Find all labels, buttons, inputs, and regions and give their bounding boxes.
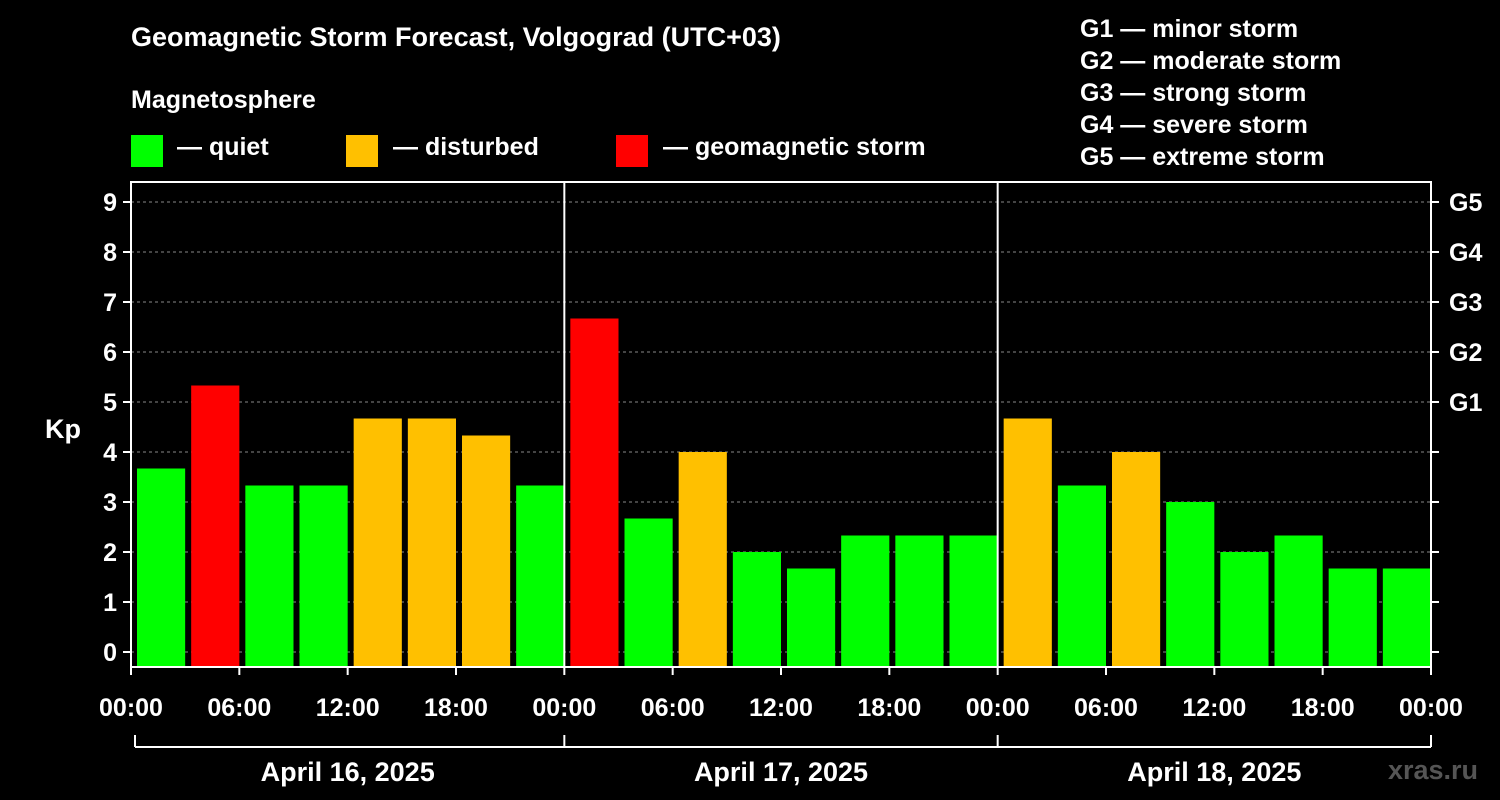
- xtick-label-9: 06:00: [1074, 694, 1138, 722]
- bar-5: [407, 418, 456, 667]
- bar-0: [137, 468, 186, 667]
- y-axis-label: Kp: [45, 414, 81, 444]
- bar-8: [570, 318, 619, 667]
- bar-2: [245, 485, 294, 667]
- xtick-label-1: 06:00: [207, 694, 271, 722]
- ytick-label-5: 5: [103, 389, 117, 417]
- bar-9: [624, 518, 673, 667]
- xtick-label-2: 12:00: [316, 694, 380, 722]
- legend-label-storm: — geomagnetic storm: [663, 133, 926, 161]
- g-legend-g2: G2 — moderate storm: [1080, 47, 1342, 75]
- g-legend-g1: G1 — minor storm: [1080, 15, 1299, 43]
- g-legend-g4: G4 — severe storm: [1080, 111, 1308, 139]
- right-tick-label-g1: G1: [1449, 389, 1482, 417]
- day-label-1: April 17, 2025: [694, 757, 868, 787]
- bar-23: [1382, 568, 1431, 667]
- xtick-label-0: 00:00: [99, 694, 163, 722]
- xtick-label-7: 18:00: [857, 694, 921, 722]
- xtick-label-11: 18:00: [1291, 694, 1355, 722]
- magnetosphere-title: Magnetosphere: [131, 86, 316, 114]
- bar-12: [787, 568, 836, 667]
- legend-swatch-disturbed: [346, 135, 378, 167]
- xtick-label-10: 12:00: [1182, 694, 1246, 722]
- bar-10: [678, 452, 727, 667]
- ytick-label-1: 1: [103, 589, 117, 617]
- watermark: xras.ru: [1387, 755, 1478, 785]
- g-legend-g5: G5 — extreme storm: [1080, 143, 1325, 171]
- bar-7: [516, 485, 565, 667]
- bar-16: [1003, 418, 1052, 667]
- xtick-label-5: 06:00: [641, 694, 705, 722]
- day-label-2: April 18, 2025: [1127, 757, 1301, 787]
- bar-1: [191, 385, 240, 667]
- ytick-label-9: 9: [103, 189, 117, 217]
- xtick-label-12: 00:00: [1399, 694, 1463, 722]
- right-tick-label-g2: G2: [1449, 339, 1482, 367]
- xtick-label-3: 18:00: [424, 694, 488, 722]
- legend-swatch-storm: [616, 135, 648, 167]
- right-tick-label-g5: G5: [1449, 189, 1482, 217]
- bar-21: [1274, 535, 1323, 667]
- bar-20: [1220, 552, 1269, 667]
- bar-3: [299, 485, 348, 667]
- right-tick-label-g4: G4: [1449, 239, 1482, 267]
- legend-label-quiet: — quiet: [177, 133, 269, 161]
- bar-14: [895, 535, 944, 667]
- ytick-label-2: 2: [103, 539, 117, 567]
- xtick-label-8: 00:00: [966, 694, 1030, 722]
- bar-18: [1112, 452, 1161, 667]
- chart-title: Geomagnetic Storm Forecast, Volgograd (U…: [131, 22, 781, 52]
- legend-swatch-quiet: [131, 135, 163, 167]
- bar-11: [732, 552, 781, 667]
- xtick-label-6: 12:00: [749, 694, 813, 722]
- bar-6: [462, 435, 511, 667]
- day-label-0: April 16, 2025: [261, 757, 435, 787]
- bar-17: [1057, 485, 1106, 667]
- bar-15: [949, 535, 998, 667]
- legend-label-disturbed: — disturbed: [393, 133, 539, 161]
- ytick-label-6: 6: [103, 339, 117, 367]
- bar-22: [1328, 568, 1377, 667]
- bar-4: [353, 418, 402, 667]
- ytick-label-7: 7: [103, 289, 117, 317]
- g-legend-g3: G3 — strong storm: [1080, 79, 1307, 107]
- xtick-label-4: 00:00: [532, 694, 596, 722]
- ytick-label-0: 0: [103, 639, 117, 667]
- ytick-label-4: 4: [103, 439, 117, 467]
- ytick-label-8: 8: [103, 239, 117, 267]
- bar-19: [1166, 502, 1215, 667]
- right-tick-label-g3: G3: [1449, 289, 1482, 317]
- bar-13: [841, 535, 890, 667]
- ytick-label-3: 3: [103, 489, 117, 517]
